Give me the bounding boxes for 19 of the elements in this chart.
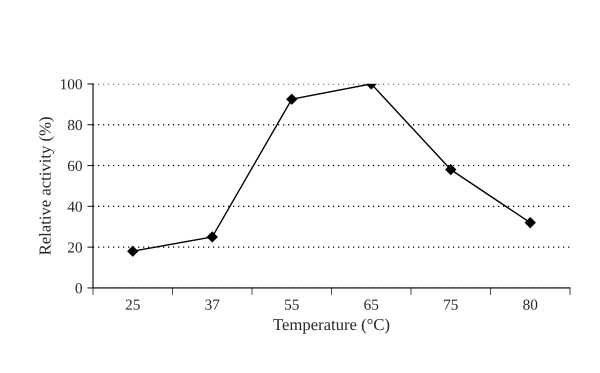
y-tick-label: 0 (76, 283, 82, 294)
y-tick-label: 80 (68, 120, 82, 130)
x-tick-label: 65 (364, 300, 378, 310)
x-tick-label: 75 (444, 300, 458, 310)
x-tick-label: 25 (126, 300, 140, 310)
y-tick-label: 60 (68, 160, 82, 171)
point (445, 164, 456, 176)
x-tick-label: 37 (205, 300, 220, 310)
point (127, 246, 138, 257)
x-axis-title: Temperature (°C) (273, 318, 390, 334)
y-tick-label: 20 (68, 242, 82, 253)
y-axis-title: Relative activity (%) (38, 117, 54, 255)
x-tick-label: 80 (523, 300, 538, 310)
x-tick-label: 55 (285, 300, 299, 310)
point (286, 94, 298, 105)
point (524, 217, 536, 228)
point (206, 232, 218, 242)
y-tick-label: 100 (61, 79, 82, 90)
y-tick-label: 40 (68, 201, 82, 212)
